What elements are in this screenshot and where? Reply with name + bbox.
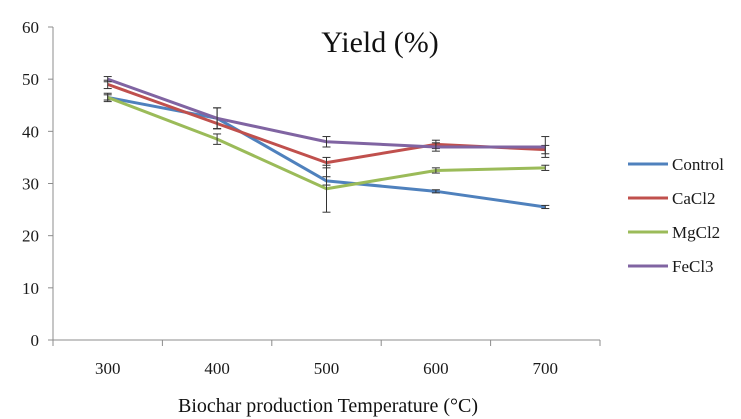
x-tick-label: 400: [204, 359, 230, 378]
x-tick-label: 700: [533, 359, 559, 378]
chart-title: Yield (%): [321, 26, 438, 59]
y-tick-label: 10: [22, 279, 39, 298]
y-tick-label: 60: [22, 18, 39, 37]
legend-label: MgCl2: [672, 223, 720, 242]
y-tick-label: 40: [22, 122, 39, 141]
series-cacl2: [103, 79, 550, 169]
legend-label: FeCl3: [672, 257, 714, 276]
x-tick-label: 600: [423, 359, 449, 378]
series-fecl3: [103, 76, 550, 158]
x-axis-ticks: 300 400 500 600 700: [52, 340, 601, 378]
legend-label: Control: [672, 155, 724, 174]
y-tick-label: 30: [22, 175, 39, 194]
series-group: [103, 76, 550, 213]
x-tick-label: 500: [314, 359, 340, 378]
y-tick-label: 50: [22, 70, 39, 89]
legend-label: CaCl2: [672, 189, 715, 208]
x-tick-label: 300: [95, 359, 121, 378]
y-axis-ticks: 0 10 20 30 40 50 60: [22, 18, 53, 350]
legend: Control CaCl2 MgCl2 FeCl3: [628, 155, 724, 276]
x-axis-label: Biochar production Temperature (°C): [178, 395, 478, 417]
y-tick-label: 20: [22, 227, 39, 246]
y-tick-label: 0: [31, 331, 40, 350]
series-mgcl2: [103, 92, 550, 213]
